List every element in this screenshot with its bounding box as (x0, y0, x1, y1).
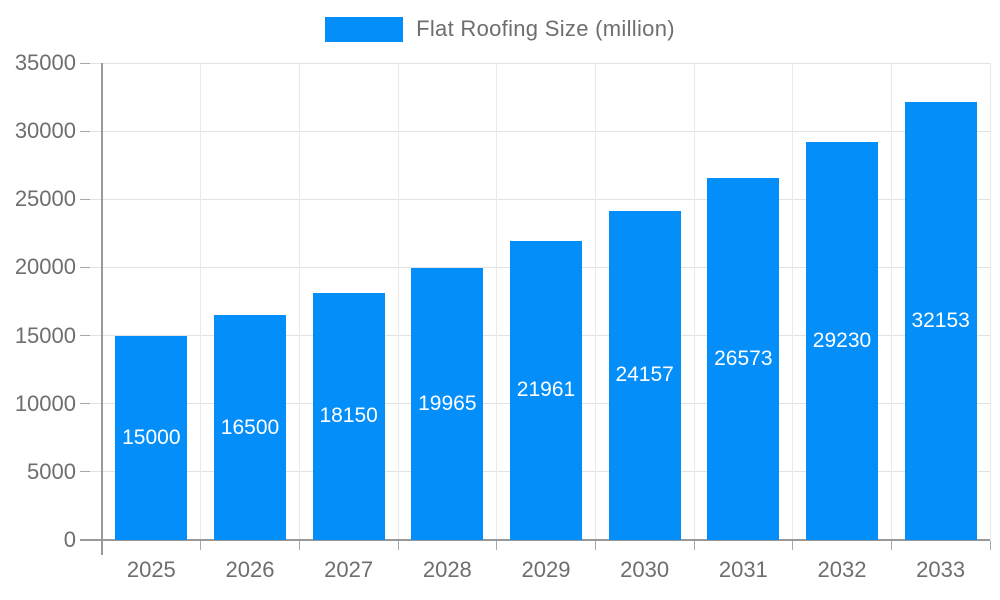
x-gridline (792, 63, 794, 540)
x-gridline (200, 63, 202, 540)
y-axis-label: 0 (63, 527, 76, 552)
y-axis-tick (80, 62, 90, 64)
x-gridline (298, 63, 300, 540)
x-axis-label: 2033 (916, 557, 966, 582)
x-gridline (989, 63, 991, 540)
x-axis-label: 2028 (422, 557, 472, 582)
bar[interactable]: 29230 (806, 141, 878, 540)
bar-value-label: 19965 (418, 391, 477, 415)
x-axis-tick (200, 541, 202, 550)
x-gridline (693, 63, 695, 540)
x-axis-tick (594, 541, 596, 550)
x-axis-tick (496, 541, 498, 550)
x-axis-label: 2029 (521, 557, 571, 582)
y-axis-label: 35000 (14, 50, 76, 75)
y-axis-line (101, 63, 103, 555)
x-gridline (890, 63, 892, 540)
x-axis-tick (693, 541, 695, 550)
x-axis-label: 2026 (225, 557, 275, 582)
bar[interactable]: 24157 (608, 210, 681, 540)
legend[interactable]: Flat Roofing Size (million) (0, 16, 1000, 42)
y-axis-tick (80, 198, 90, 200)
x-axis-tick (298, 541, 300, 550)
bar-value-label: 32153 (911, 308, 970, 332)
bar[interactable]: 32153 (904, 101, 977, 540)
y-gridline (90, 198, 990, 200)
y-axis-label: 20000 (14, 254, 76, 280)
y-gridline (90, 130, 990, 132)
x-axis-line (80, 539, 990, 541)
x-axis-label: 2027 (324, 557, 374, 582)
bar-value-label: 21961 (516, 378, 576, 402)
bar-value-label: 24157 (615, 363, 674, 387)
bar-value-label: 16500 (220, 415, 280, 439)
bar[interactable]: 16500 (214, 315, 286, 540)
y-axis-tick (80, 403, 90, 405)
bar[interactable]: 15000 (115, 335, 188, 540)
y-axis-tick (80, 335, 90, 337)
x-axis-label: 2031 (718, 557, 768, 582)
y-axis-label: 5000 (27, 458, 76, 484)
x-axis-tick (890, 541, 892, 550)
x-gridline (594, 63, 596, 540)
y-axis-label: 15000 (14, 322, 76, 348)
bar[interactable]: 26573 (707, 177, 780, 540)
x-axis-tick (792, 541, 794, 550)
x-gridline (496, 63, 498, 540)
bar[interactable]: 19965 (411, 267, 484, 540)
legend-swatch (325, 16, 404, 42)
legend-label: Flat Roofing Size (million) (416, 16, 675, 41)
x-axis-tick (397, 541, 399, 550)
x-gridline (397, 63, 399, 540)
x-axis-label: 2025 (126, 557, 176, 582)
y-axis-label: 30000 (14, 118, 76, 144)
bar-value-label: 15000 (122, 425, 181, 449)
bar[interactable]: 18150 (312, 292, 385, 540)
x-axis-tick (989, 541, 991, 550)
y-gridline (90, 62, 990, 64)
bar-value-label: 26573 (714, 346, 773, 370)
y-axis-tick (80, 471, 90, 473)
bar-value-label: 18150 (319, 404, 378, 428)
y-axis-label: 25000 (14, 186, 76, 212)
x-axis-label: 2030 (620, 557, 670, 582)
x-axis-label: 2032 (817, 557, 867, 582)
y-axis-tick (80, 130, 90, 132)
bar-value-label: 29230 (812, 328, 872, 352)
y-axis-label: 10000 (14, 390, 76, 416)
bar[interactable]: 21961 (510, 240, 582, 540)
y-axis-tick (80, 266, 90, 268)
